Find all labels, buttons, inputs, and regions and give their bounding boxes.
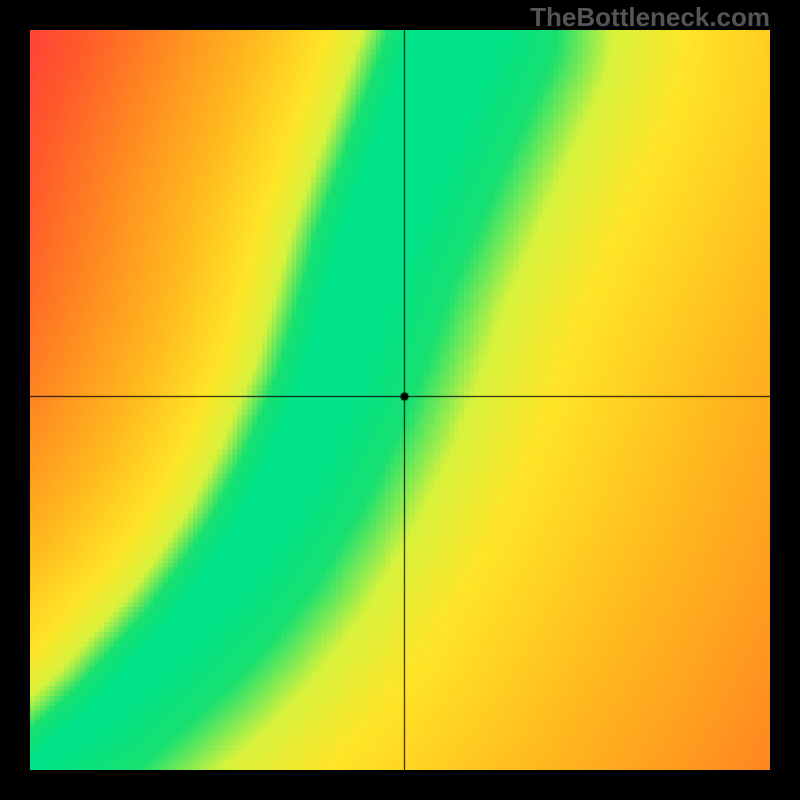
watermark-text: TheBottleneck.com [530,2,770,33]
chart-container: TheBottleneck.com [0,0,800,800]
crosshair-overlay [30,30,770,770]
